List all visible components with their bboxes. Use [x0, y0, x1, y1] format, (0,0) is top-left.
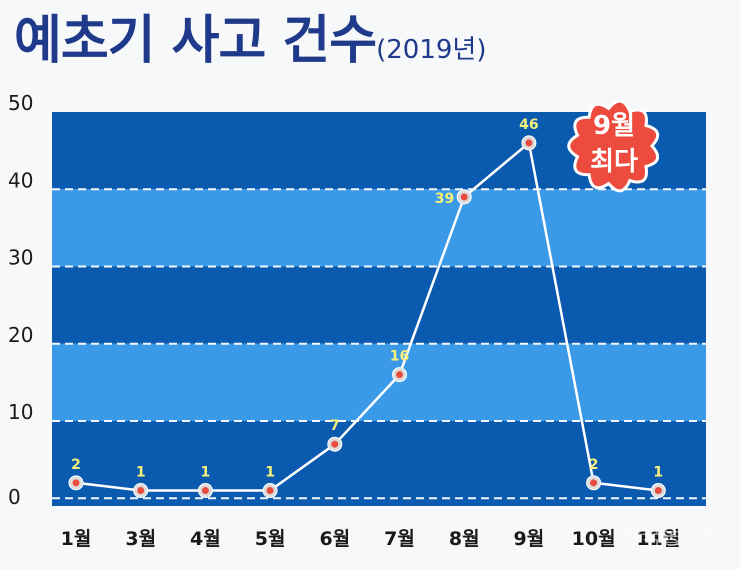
data-label-5: 16 [390, 349, 409, 365]
y-tick-40: 40 [8, 168, 33, 192]
y-tick-20: 20 [8, 323, 33, 347]
point-3 [266, 487, 274, 495]
data-labels: 2 1 1 1 7 16 39 46 2 1 [71, 117, 663, 481]
band-3 [52, 189, 706, 267]
data-label-7: 46 [519, 117, 538, 133]
y-tick-50: 50 [8, 91, 33, 115]
data-label-0: 2 [71, 457, 81, 473]
watermark: 한국농어촌 [621, 525, 722, 550]
x-tick-3: 5월 [255, 528, 286, 550]
y-tick-0: 0 [8, 485, 21, 509]
annotation-badge: 9월 최다 [567, 99, 660, 193]
x-tick-2: 4월 [190, 528, 221, 550]
point-6 [460, 193, 468, 201]
background-bands [52, 112, 706, 506]
chart-title: 예초기 사고 건수(2019년) [14, 6, 486, 85]
x-tick-4: 6월 [319, 528, 350, 550]
band-0 [52, 421, 706, 506]
chart-subtitle: (2019년) [376, 35, 487, 65]
data-label-9: 1 [653, 465, 663, 481]
band-1 [52, 343, 706, 422]
point-9 [654, 487, 662, 495]
point-1 [137, 487, 145, 495]
data-label-1: 1 [136, 465, 146, 481]
point-2 [201, 487, 209, 495]
series-line [75, 141, 659, 492]
x-tick-9: 11월 [636, 528, 680, 550]
data-label-8: 2 [589, 457, 599, 473]
x-tick-0: 1월 [61, 528, 92, 550]
data-label-4: 7 [330, 418, 340, 434]
badge-shape [567, 99, 660, 193]
x-tick-5: 7월 [384, 528, 415, 550]
y-tick-30: 30 [8, 246, 33, 270]
data-label-2: 1 [201, 465, 211, 481]
data-points [68, 135, 666, 499]
data-label-3: 1 [265, 465, 275, 481]
x-tick-6: 8월 [449, 528, 480, 550]
title-main: 예초기 사고 건수 [14, 11, 377, 71]
point-4 [331, 440, 339, 448]
gridlines [52, 188, 706, 500]
data-label-6: 39 [435, 191, 454, 207]
badge-line1: 9월 [593, 111, 635, 141]
y-tick-10: 10 [8, 400, 33, 424]
point-0 [72, 479, 80, 487]
x-tick-7: 9월 [514, 528, 545, 550]
x-axis-ticks: 1월 3월 4월 5월 6월 7월 8월 9월 10월 11월 [61, 528, 681, 550]
x-tick-8: 10월 [572, 528, 616, 550]
x-tick-1: 3월 [125, 528, 156, 550]
badge-line2: 최다 [590, 147, 638, 177]
point-7 [525, 139, 533, 147]
band-2 [52, 266, 706, 344]
point-5 [396, 371, 403, 379]
y-axis-ticks: 0 10 20 30 40 50 [8, 91, 33, 509]
point-8 [590, 479, 598, 487]
